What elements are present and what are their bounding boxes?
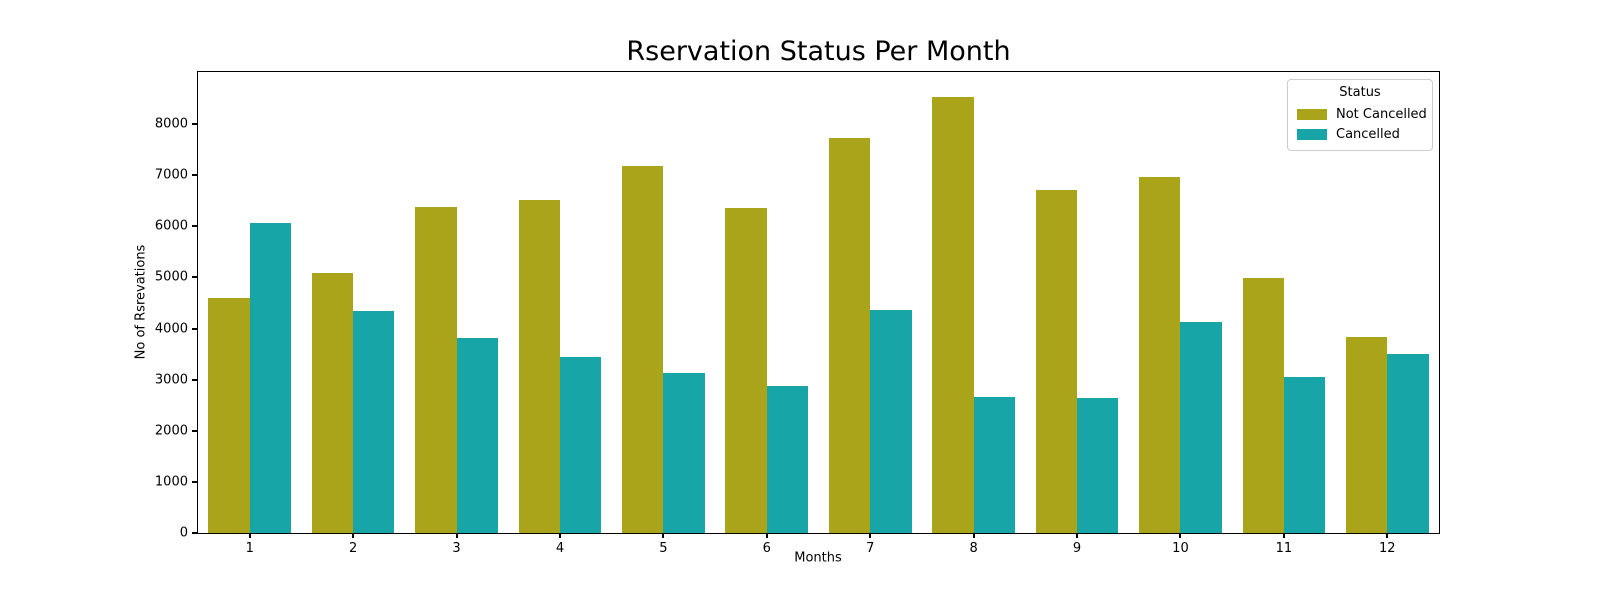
bar-cancelled-month-2	[353, 310, 395, 533]
legend-label-cancelled: Cancelled	[1336, 126, 1400, 142]
legend-entries: Not Cancelled Cancelled	[1297, 104, 1427, 144]
y-tick-label-5000: 5000	[154, 269, 188, 285]
legend-title: Status	[1339, 85, 1381, 100]
bar-not-cancelled-month-6	[725, 208, 767, 533]
y-axis-tick-8000	[192, 123, 197, 126]
x-tick-label-2: 2	[348, 541, 358, 556]
y-tick-label-1000: 1000	[154, 474, 188, 490]
x-tick-label-1: 1	[245, 541, 254, 556]
legend-entry-not-cancelled: Not Cancelled	[1297, 104, 1427, 124]
x-tick-label-9: 9	[1072, 541, 1082, 556]
bar-cancelled-month-7	[870, 309, 912, 533]
y-tick-label-8000: 8000	[154, 116, 188, 132]
bar-not-cancelled-month-10	[1139, 177, 1181, 533]
x-axis-tick-6	[765, 533, 768, 538]
x-tick-label-4: 4	[555, 541, 565, 556]
x-tick-label-6: 6	[762, 541, 771, 556]
x-axis-tick-1	[248, 533, 251, 538]
bar-cancelled-month-10	[1180, 321, 1222, 533]
bar-not-cancelled-month-8	[932, 96, 974, 533]
legend-swatch-cancelled	[1297, 128, 1327, 140]
x-tick-label-7: 7	[866, 541, 875, 556]
y-tick-label-6000: 6000	[154, 218, 188, 234]
x-tick-label-3: 3	[452, 541, 461, 556]
plot-area: Status Not Cancelled Cancelled 0 1000 2000 3…	[155, 71, 1440, 555]
y-axis-tick-6000	[192, 225, 197, 228]
y-axis-tick-3000	[192, 378, 197, 381]
bar-not-cancelled-month-11	[1242, 278, 1284, 533]
bar-cancelled-month-12	[1387, 353, 1429, 533]
x-axis-tick-7	[869, 533, 872, 538]
bar-not-cancelled-month-3	[415, 206, 457, 533]
x-tick-label-8: 8	[969, 541, 978, 556]
x-tick-label-5: 5	[659, 541, 668, 556]
x-axis-tick-10	[1179, 533, 1182, 538]
legend-label-not-cancelled: Not Cancelled	[1336, 106, 1427, 122]
bar-cancelled-month-6	[766, 385, 809, 533]
chart-title: Rservation Status Per Month	[626, 36, 1011, 67]
bar-cancelled-month-11	[1283, 376, 1326, 533]
x-axis-tick-12	[1386, 533, 1389, 538]
x-axis-tick-5	[662, 533, 665, 538]
y-tick-label-7000: 7000	[154, 167, 188, 183]
y-axis-tick-7000	[192, 174, 197, 177]
y-axis-label: No of Rsrevations	[133, 244, 149, 360]
x-tick-label-11: 11	[1275, 541, 1293, 556]
x-axis-tick-2	[352, 533, 355, 538]
x-tick-label-12: 12	[1379, 541, 1396, 556]
bar-cancelled-month-5	[663, 372, 705, 533]
bar-not-cancelled-month-5	[622, 165, 664, 533]
legend-entry-cancelled: Cancelled	[1297, 124, 1423, 144]
bar-not-cancelled-month-9	[1035, 190, 1078, 533]
x-axis-tick-8	[972, 533, 975, 538]
y-tick-label-2000: 2000	[154, 423, 188, 439]
bar-cancelled-month-9	[1077, 397, 1119, 533]
legend-swatch-not-cancelled	[1297, 108, 1327, 120]
bar-not-cancelled-month-12	[1345, 336, 1388, 533]
y-axis-tick-4000	[192, 327, 197, 330]
bar-not-cancelled-month-7	[828, 138, 871, 533]
y-axis-tick-2000	[192, 429, 197, 432]
y-axis-tick-1000	[192, 480, 197, 483]
x-axis-tick-11	[1282, 533, 1285, 538]
x-axis-tick-9	[1076, 533, 1079, 538]
bar-cancelled-month-4	[559, 357, 602, 533]
bar-cancelled-month-3	[456, 337, 498, 533]
x-axis-tick-4	[558, 533, 561, 538]
x-axis-tick-3	[455, 533, 458, 538]
bar-not-cancelled-month-1	[208, 297, 250, 533]
bar-cancelled-month-1	[249, 223, 292, 533]
x-axis-label: Months	[794, 550, 842, 566]
x-tick-label-10: 10	[1172, 541, 1189, 556]
bar-not-cancelled-month-4	[518, 200, 560, 533]
y-axis-tick-0	[192, 532, 197, 534]
bar-not-cancelled-month-2	[311, 272, 354, 533]
legend: Status Not Cancelled Cancelled	[1287, 79, 1433, 151]
y-tick-label-3000: 3000	[154, 372, 188, 388]
y-tick-label-4000: 4000	[154, 321, 188, 337]
y-axis-tick-5000	[192, 276, 197, 279]
y-tick-label-0: 0	[179, 525, 188, 541]
bar-cancelled-month-8	[973, 396, 1015, 533]
